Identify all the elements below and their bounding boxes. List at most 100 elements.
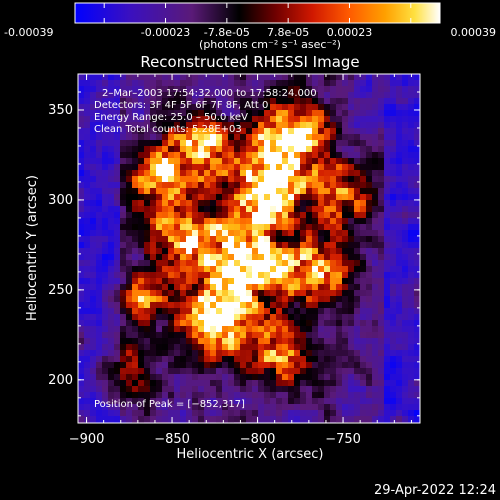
heatmap-cell: [192, 92, 198, 98]
heatmap-cell: [192, 74, 198, 80]
heatmap-cell: [126, 206, 132, 212]
heatmap-cell: [414, 266, 420, 272]
heatmap-cell: [270, 332, 276, 338]
heatmap-cell: [372, 404, 378, 410]
heatmap-cell: [336, 206, 342, 212]
heatmap-cell: [282, 164, 288, 170]
heatmap-cell: [156, 266, 162, 272]
heatmap-cell: [228, 104, 234, 110]
heatmap-cell: [360, 212, 366, 218]
heatmap-cell: [306, 356, 312, 362]
heatmap-cell: [216, 242, 222, 248]
heatmap-cell: [102, 152, 108, 158]
heatmap-cell: [90, 86, 96, 92]
heatmap-cell: [348, 302, 354, 308]
heatmap-cell: [168, 74, 174, 80]
heatmap-cell: [180, 146, 186, 152]
heatmap-cell: [258, 122, 264, 128]
heatmap-cell: [126, 236, 132, 242]
heatmap-cell: [192, 110, 198, 116]
heatmap-cell: [354, 236, 360, 242]
heatmap-cell: [348, 296, 354, 302]
heatmap-cell: [162, 290, 168, 296]
heatmap-cell: [300, 212, 306, 218]
heatmap-cell: [222, 290, 228, 296]
heatmap-cell: [336, 350, 342, 356]
heatmap-cell: [222, 410, 228, 416]
heatmap-cell: [270, 386, 276, 392]
heatmap-cell: [186, 128, 192, 134]
heatmap-cell: [294, 182, 300, 188]
heatmap-cell: [138, 80, 144, 86]
heatmap-cell: [330, 236, 336, 242]
heatmap-cell: [210, 380, 216, 386]
heatmap-cell: [378, 386, 384, 392]
heatmap-cell: [216, 122, 222, 128]
heatmap-cell: [168, 206, 174, 212]
heatmap-cell: [324, 152, 330, 158]
heatmap-cell: [246, 110, 252, 116]
heatmap-cell: [390, 158, 396, 164]
heatmap-cell: [126, 170, 132, 176]
heatmap-cell: [408, 104, 414, 110]
heatmap-cell: [126, 392, 132, 398]
heatmap-cell: [354, 368, 360, 374]
heatmap-cell: [192, 416, 198, 422]
heatmap-cell: [306, 182, 312, 188]
heatmap-cell: [288, 218, 294, 224]
heatmap-cell: [156, 80, 162, 86]
heatmap-cell: [384, 326, 390, 332]
heatmap-cell: [366, 176, 372, 182]
heatmap-cell: [84, 248, 90, 254]
heatmap-cell: [270, 344, 276, 350]
heatmap-cell: [84, 146, 90, 152]
heatmap-cell: [144, 296, 150, 302]
heatmap-cell: [336, 362, 342, 368]
heatmap-cell: [408, 284, 414, 290]
heatmap-cell: [204, 404, 210, 410]
heatmap-cell: [162, 284, 168, 290]
heatmap-cell: [282, 92, 288, 98]
heatmap-cell: [174, 308, 180, 314]
heatmap-cell: [408, 206, 414, 212]
heatmap-cell: [360, 272, 366, 278]
heatmap-cell: [228, 86, 234, 92]
heatmap-cell: [408, 320, 414, 326]
heatmap-cell: [126, 110, 132, 116]
heatmap-cell: [390, 290, 396, 296]
heatmap-cell: [84, 110, 90, 116]
heatmap-cell: [186, 344, 192, 350]
heatmap-cell: [342, 98, 348, 104]
heatmap-cell: [312, 338, 318, 344]
heatmap-cell: [114, 392, 120, 398]
heatmap-cell: [216, 194, 222, 200]
heatmap-cell: [252, 110, 258, 116]
heatmap-cell: [174, 374, 180, 380]
heatmap-cell: [372, 158, 378, 164]
heatmap-cell: [84, 260, 90, 266]
heatmap-cell: [162, 332, 168, 338]
heatmap-cell: [288, 110, 294, 116]
heatmap-cell: [156, 194, 162, 200]
heatmap-cell: [366, 194, 372, 200]
heatmap-cell: [210, 110, 216, 116]
heatmap-cell: [138, 74, 144, 80]
heatmap-cell: [126, 224, 132, 230]
heatmap-cell: [324, 398, 330, 404]
heatmap-cell: [342, 350, 348, 356]
heatmap-cell: [402, 242, 408, 248]
heatmap-cell: [354, 194, 360, 200]
heatmap-cell: [114, 308, 120, 314]
heatmap-cell: [318, 248, 324, 254]
heatmap-cell: [192, 200, 198, 206]
heatmap-cell: [330, 260, 336, 266]
heatmap-cell: [294, 92, 300, 98]
heatmap-cell: [324, 128, 330, 134]
heatmap-cell: [294, 248, 300, 254]
heatmap-cell: [258, 92, 264, 98]
heatmap-cell: [132, 368, 138, 374]
heatmap-cell: [366, 368, 372, 374]
heatmap-cell: [300, 308, 306, 314]
heatmap-cell: [120, 80, 126, 86]
heatmap-cell: [330, 326, 336, 332]
